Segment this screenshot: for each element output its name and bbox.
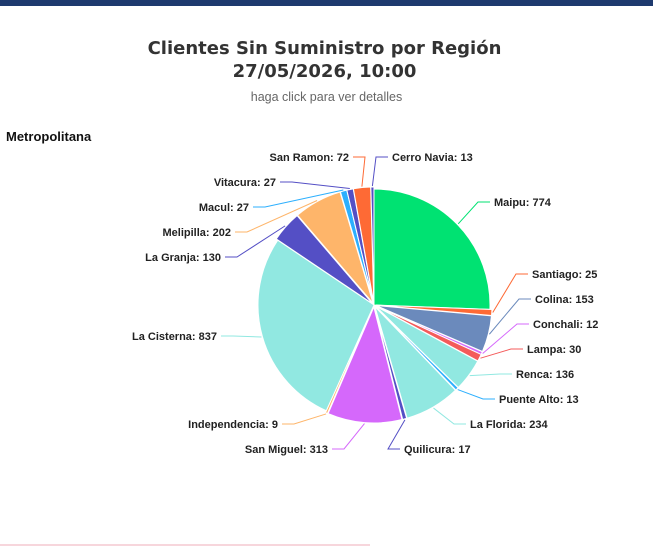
data-label[interactable]: La Cisterna: 837 <box>132 331 217 343</box>
connector-line <box>332 423 365 450</box>
chart-title: Clientes Sin Suministro por Región <box>147 38 502 59</box>
data-label[interactable]: Santiago: 25 <box>532 269 597 281</box>
pie-slice-la-florida[interactable] <box>374 306 457 419</box>
data-label[interactable]: Independencia: 9 <box>188 419 278 431</box>
pie-slice-quilicura[interactable] <box>374 306 408 421</box>
data-label[interactable]: Puente Alto: 13 <box>499 394 579 406</box>
data-label[interactable]: Cerro Navia: 13 <box>392 152 473 164</box>
data-label[interactable]: Vitacura: 27 <box>214 177 276 189</box>
data-label[interactable]: San Ramon: 72 <box>270 152 349 164</box>
connector-line <box>457 201 490 225</box>
data-label[interactable]: La Florida: 234 <box>470 419 549 431</box>
connector-line <box>488 298 531 335</box>
pie-slice-la-granja[interactable] <box>275 214 373 305</box>
connector-line <box>492 273 528 313</box>
connector-line <box>480 348 523 359</box>
pie-slice-puente-alto[interactable] <box>375 306 459 391</box>
data-label[interactable]: Melipilla: 202 <box>163 227 231 239</box>
connector-line <box>253 189 344 208</box>
top-bar <box>0 0 653 6</box>
connector-line <box>482 323 529 354</box>
connector-line <box>353 156 366 187</box>
connector-line <box>371 156 388 187</box>
data-label[interactable]: Renca: 136 <box>516 369 574 381</box>
pie-slice-san-miguel[interactable] <box>327 305 403 424</box>
data-label[interactable]: Colina: 153 <box>535 294 594 306</box>
pie-slice-la-cisterna[interactable] <box>257 239 375 412</box>
connector-line <box>221 335 262 338</box>
connector-line <box>433 407 466 425</box>
data-label[interactable]: Macul: 27 <box>199 202 249 214</box>
connector-line <box>457 389 495 400</box>
bottom-divider <box>0 544 370 546</box>
chart-subtitle: haga click para ver detalles <box>250 90 403 104</box>
connector-line <box>282 413 327 425</box>
data-label[interactable]: San Miguel: 313 <box>245 444 328 456</box>
data-label[interactable]: Maipu: 774 <box>494 197 552 209</box>
region-label: Metropolitana <box>6 129 92 144</box>
pie-slice-maipu[interactable] <box>373 188 491 310</box>
chart-title-date: 27/05/2026, 10:00 <box>232 61 417 82</box>
connector-line <box>225 225 286 258</box>
data-label[interactable]: Conchali: 12 <box>533 319 598 331</box>
connector-line <box>387 419 406 450</box>
connector-line <box>280 181 350 189</box>
data-label[interactable]: La Granja: 130 <box>145 252 221 264</box>
connector-line <box>469 373 512 377</box>
data-label[interactable]: Quilicura: 17 <box>404 444 471 456</box>
pie-slice-cerro-navia[interactable] <box>370 186 375 304</box>
data-label[interactable]: Lampa: 30 <box>527 344 581 356</box>
pie-slice-melipilla[interactable] <box>296 191 374 304</box>
connector-line <box>235 200 318 233</box>
